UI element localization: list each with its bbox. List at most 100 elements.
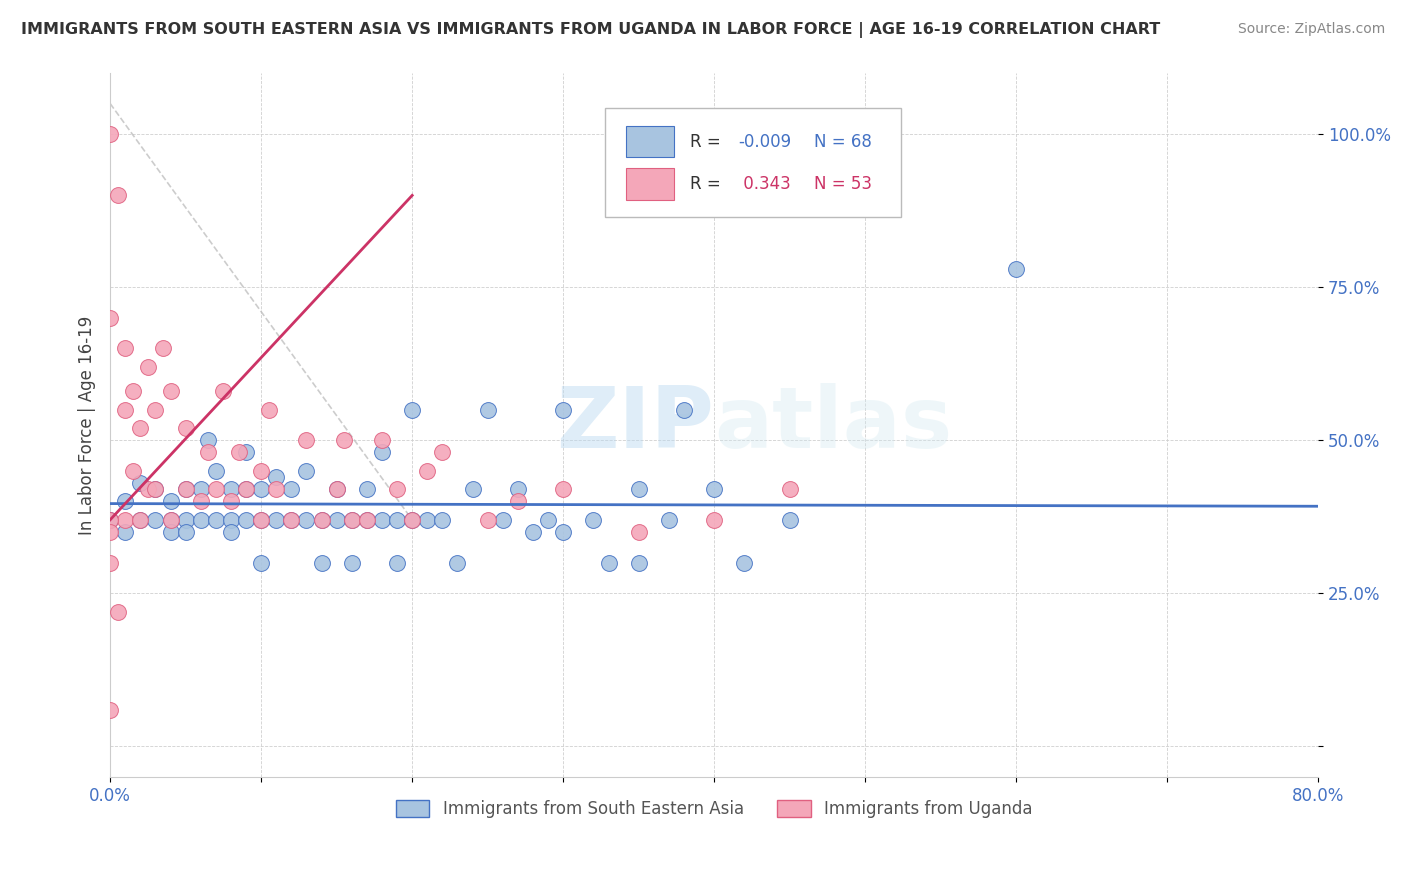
Point — [582, 513, 605, 527]
Point — [257, 402, 280, 417]
Point — [197, 445, 219, 459]
Point — [219, 482, 242, 496]
Point — [174, 421, 197, 435]
Point — [98, 524, 121, 539]
Point — [145, 513, 167, 527]
Point — [325, 482, 347, 496]
Point — [235, 482, 257, 496]
Point — [627, 524, 650, 539]
Point — [121, 384, 143, 399]
Bar — [626, 126, 675, 158]
Point — [235, 445, 257, 459]
Y-axis label: In Labor Force | Age 16-19: In Labor Force | Age 16-19 — [79, 315, 96, 534]
Point — [159, 513, 181, 527]
Point — [250, 513, 273, 527]
Point — [219, 513, 242, 527]
Legend: Immigrants from South Eastern Asia, Immigrants from Uganda: Immigrants from South Eastern Asia, Immi… — [389, 793, 1039, 825]
Point — [733, 556, 755, 570]
Text: N = 68: N = 68 — [814, 133, 872, 151]
Point — [159, 513, 181, 527]
Point — [174, 524, 197, 539]
Point — [492, 513, 515, 527]
Point — [235, 482, 257, 496]
Point — [250, 482, 273, 496]
Point — [477, 402, 499, 417]
Point — [98, 127, 121, 141]
Point — [98, 513, 121, 527]
Point — [506, 494, 529, 508]
Point — [432, 513, 454, 527]
Point — [114, 494, 136, 508]
Point — [264, 470, 287, 484]
Point — [219, 494, 242, 508]
Point — [107, 188, 129, 202]
Point — [553, 402, 575, 417]
Point — [129, 476, 152, 491]
Text: N = 53: N = 53 — [814, 175, 873, 193]
Text: -0.009: -0.009 — [738, 133, 792, 151]
Point — [371, 434, 394, 448]
Point — [98, 310, 121, 325]
Point — [553, 482, 575, 496]
Point — [190, 482, 212, 496]
Point — [537, 513, 560, 527]
Point — [325, 482, 347, 496]
Point — [356, 513, 378, 527]
Point — [432, 445, 454, 459]
Point — [703, 482, 725, 496]
Point — [627, 482, 650, 496]
Point — [325, 513, 347, 527]
Point — [121, 464, 143, 478]
Point — [114, 342, 136, 356]
Point — [522, 524, 544, 539]
Point — [197, 434, 219, 448]
Point — [658, 513, 681, 527]
Point — [295, 464, 318, 478]
Point — [114, 524, 136, 539]
Point — [280, 482, 302, 496]
Point — [174, 482, 197, 496]
Point — [212, 384, 235, 399]
Point — [703, 513, 725, 527]
Point — [311, 513, 333, 527]
Point — [340, 556, 363, 570]
Point — [340, 513, 363, 527]
Point — [371, 513, 394, 527]
Bar — [626, 168, 675, 200]
Point — [250, 464, 273, 478]
Point — [190, 513, 212, 527]
Text: R =: R = — [690, 133, 725, 151]
Point — [136, 482, 159, 496]
Point — [98, 513, 121, 527]
Point — [174, 482, 197, 496]
Point — [416, 513, 439, 527]
Point — [477, 513, 499, 527]
Point — [506, 482, 529, 496]
Point — [205, 482, 228, 496]
Point — [779, 482, 801, 496]
Point — [401, 402, 423, 417]
Point — [672, 402, 695, 417]
Point — [264, 513, 287, 527]
Text: Source: ZipAtlas.com: Source: ZipAtlas.com — [1237, 22, 1385, 37]
Point — [295, 513, 318, 527]
Point — [333, 434, 356, 448]
Point — [152, 342, 174, 356]
Point — [129, 421, 152, 435]
Point — [779, 513, 801, 527]
Text: 0.343: 0.343 — [738, 175, 792, 193]
Point — [553, 524, 575, 539]
Point — [136, 359, 159, 374]
FancyBboxPatch shape — [606, 108, 901, 218]
Point — [98, 702, 121, 716]
Point — [280, 513, 302, 527]
Point — [159, 494, 181, 508]
Point — [385, 513, 408, 527]
Point — [401, 513, 423, 527]
Point — [416, 464, 439, 478]
Point — [385, 556, 408, 570]
Point — [235, 513, 257, 527]
Point — [401, 513, 423, 527]
Point — [356, 482, 378, 496]
Point — [371, 445, 394, 459]
